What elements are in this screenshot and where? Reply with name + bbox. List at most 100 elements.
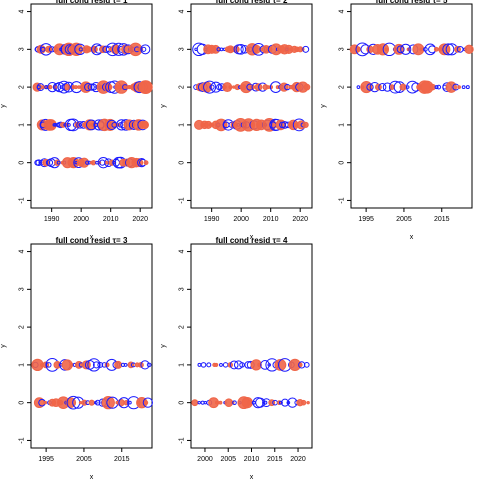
data-point — [235, 44, 247, 55]
y-tick-label: 2 — [19, 325, 26, 329]
data-point — [56, 160, 61, 165]
x-tick-label: 2020 — [290, 456, 306, 463]
plot-frame — [30, 3, 153, 209]
data-point — [45, 362, 52, 368]
data-point — [214, 362, 219, 367]
chart-title: full cond resid τ= 2 — [216, 0, 288, 5]
data-point — [303, 83, 311, 91]
data-point — [97, 157, 109, 169]
data-point — [445, 81, 457, 93]
data-point — [281, 398, 289, 407]
y-tick-label: -1 — [179, 437, 186, 443]
data-point — [200, 362, 207, 368]
data-point — [117, 122, 124, 128]
data-point — [203, 80, 217, 94]
data-point — [143, 160, 149, 166]
y-axis-label: y — [320, 104, 327, 108]
y-tick-label: 3 — [339, 47, 346, 51]
data-point — [210, 81, 222, 93]
data-point — [400, 43, 412, 55]
data-point — [389, 84, 395, 90]
data-point — [43, 400, 48, 405]
x-tick-label: 2005 — [396, 216, 412, 223]
data-point — [134, 158, 144, 168]
data-point — [396, 45, 405, 54]
y-tick-label: -1 — [339, 197, 346, 203]
y-tick-label: 0 — [19, 161, 26, 165]
data-point — [146, 362, 152, 368]
data-point — [90, 159, 97, 166]
panel-2: full cond resid τ= 2 1990 2000 2010 2020 -1 0 1… — [160, 0, 313, 241]
data-point — [104, 160, 109, 165]
y-tick-label: 3 — [179, 47, 186, 51]
x-tick-label: 1990 — [44, 216, 60, 223]
data-point — [219, 362, 223, 367]
data-point — [77, 85, 81, 89]
y-axis-label: y — [160, 344, 167, 348]
chart-title: full cond resid τ= 5 — [376, 0, 448, 5]
data-point — [120, 84, 127, 91]
x-tick-label: 2000 — [197, 456, 213, 463]
chart-title: full cond resid τ= 4 — [216, 236, 288, 245]
data-point — [203, 400, 207, 405]
y-tick-label: 2 — [179, 325, 186, 329]
data-point — [267, 363, 271, 367]
data-point — [85, 160, 90, 165]
y-tick-label: 3 — [19, 47, 26, 51]
x-tick-label: 2010 — [103, 216, 119, 223]
y-tick-label: 4 — [179, 10, 186, 14]
x-tick-label: 2005 — [76, 456, 92, 463]
data-point — [278, 400, 283, 405]
plot-frame — [350, 3, 473, 209]
data-point — [104, 362, 110, 368]
x-tick-label: 2010 — [263, 216, 279, 223]
data-point — [40, 46, 46, 52]
x-axis-label: x — [410, 234, 414, 241]
y-axis-label: y — [0, 344, 7, 348]
data-point — [69, 362, 74, 368]
data-point — [306, 400, 310, 405]
x-axis-label: x — [250, 234, 254, 241]
data-point — [191, 399, 199, 407]
x-tick-label: 2015 — [434, 216, 450, 223]
data-point — [140, 44, 151, 55]
x-tick-label: 1995 — [358, 216, 374, 223]
y-tick-label: 2 — [339, 85, 346, 89]
data-point — [222, 362, 229, 368]
data-point — [63, 83, 70, 91]
data-point — [197, 362, 202, 367]
y-tick-label: 4 — [339, 10, 346, 14]
data-point — [229, 360, 239, 370]
y-tick-label: 4 — [179, 250, 186, 254]
data-point — [218, 400, 223, 405]
data-point — [436, 84, 442, 90]
data-point — [206, 362, 212, 368]
data-point — [127, 400, 132, 405]
data-point — [92, 361, 101, 369]
x-tick-label: 2010 — [244, 456, 260, 463]
plot-frame — [190, 243, 313, 449]
y-tick-label: 4 — [19, 250, 26, 254]
y-tick-label: -1 — [19, 197, 26, 203]
data-point — [457, 85, 461, 89]
data-point — [465, 85, 470, 90]
data-point — [255, 397, 266, 408]
data-point — [114, 360, 123, 369]
data-point — [434, 85, 439, 90]
data-point — [101, 396, 115, 410]
data-point — [214, 400, 220, 405]
y-tick-label: -1 — [19, 437, 26, 443]
data-point — [45, 119, 57, 131]
x-tick-label: 1995 — [38, 456, 54, 463]
data-point — [140, 360, 150, 370]
plot-frame — [30, 243, 153, 449]
data-point — [274, 358, 287, 371]
x-tick-label: 1990 — [204, 216, 220, 223]
y-axis-label: y — [160, 104, 167, 108]
data-point — [384, 47, 388, 52]
x-tick-label: 2000 — [73, 216, 89, 223]
data-point — [40, 85, 45, 89]
x-axis-label: x — [90, 474, 94, 480]
